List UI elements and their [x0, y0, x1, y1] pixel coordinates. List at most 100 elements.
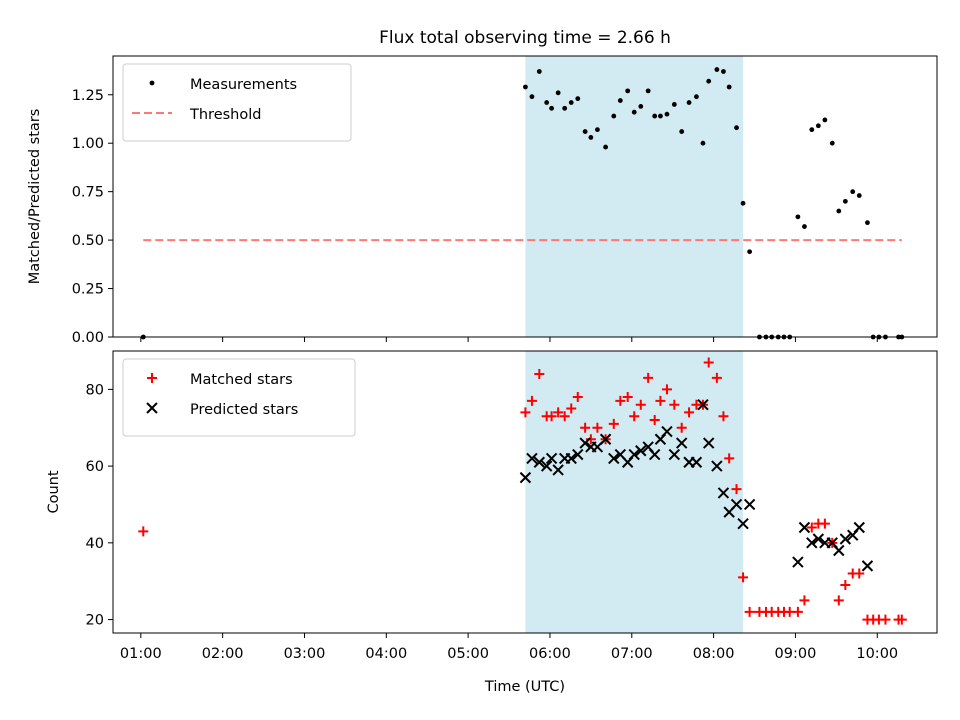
bottom-point	[799, 595, 810, 606]
top-point	[611, 113, 617, 119]
top-point	[625, 88, 631, 94]
top-axes-frame	[112, 55, 938, 338]
bottom-point	[545, 452, 558, 465]
bottom-point	[520, 407, 531, 418]
top-y-tick-label: 0.75	[72, 185, 104, 201]
bottom-point	[806, 537, 818, 549]
top-point	[588, 134, 594, 140]
bottom-point	[552, 464, 564, 476]
bottom-observing-span	[525, 351, 744, 633]
top-point	[850, 189, 856, 195]
x-tick-label: 08:00	[693, 646, 735, 662]
bottom-point	[690, 456, 703, 468]
bottom-point	[806, 522, 817, 533]
bottom-legend-box	[122, 358, 356, 437]
bottom-point	[553, 407, 564, 418]
bottom-point	[738, 572, 749, 583]
top-observing-span	[525, 56, 744, 337]
top-y-axis-label: Matched/Predicted stars	[27, 109, 43, 285]
top-point	[802, 224, 807, 229]
bottom-y-tick-label: 60	[86, 459, 104, 475]
bottom-point	[711, 460, 723, 472]
x-tick-label: 05:00	[447, 646, 489, 662]
bottom-y-axis-label: Count	[46, 470, 62, 513]
bottom-point	[655, 395, 666, 406]
bottom-point	[580, 422, 591, 433]
top-point	[740, 200, 746, 206]
top-point	[582, 129, 588, 134]
bottom-point	[724, 453, 735, 464]
top-point	[815, 123, 821, 129]
top-point	[549, 105, 554, 111]
top-y-tick-label: 1.00	[72, 136, 104, 152]
top-point	[523, 84, 528, 90]
top-y-tick-label: 0.25	[72, 282, 104, 298]
top-series-1	[140, 67, 905, 340]
top-legend-marker	[149, 80, 155, 86]
top-point	[595, 127, 600, 133]
bottom-point	[629, 411, 640, 422]
bottom-point	[608, 452, 620, 465]
bottom-series-1	[138, 357, 907, 625]
bottom-point	[533, 456, 546, 468]
top-point	[679, 129, 685, 134]
x-tick-label: 01:00	[120, 646, 162, 662]
top-point	[809, 127, 815, 133]
bottom-point	[861, 560, 874, 572]
bottom-point	[649, 415, 660, 426]
bottom-point	[546, 411, 557, 422]
bottom-point	[812, 533, 825, 545]
bottom-point	[592, 422, 603, 433]
x-tick-label: 07:00	[611, 646, 653, 662]
top-panel: 0.00 0.25 0.50 0.75 1.00 1.25 Matched/Predicte…	[27, 55, 938, 346]
top-point	[568, 100, 574, 105]
bottom-point	[566, 403, 577, 414]
chart-title: Flux total observing time = 2.66 h	[379, 28, 671, 48]
bottom-point	[572, 392, 583, 403]
bottom-point	[697, 399, 709, 411]
bottom-point	[643, 372, 654, 383]
bottom-point	[798, 521, 811, 534]
bottom-point	[702, 437, 715, 449]
top-legend: Measurements Threshold	[122, 63, 352, 142]
top-point	[856, 193, 862, 198]
bottom-point	[839, 533, 852, 545]
top-point	[631, 109, 637, 115]
top-point	[658, 113, 663, 119]
bottom-point	[711, 372, 722, 383]
bottom-point	[833, 544, 845, 557]
bottom-point	[572, 448, 584, 461]
top-point	[664, 111, 670, 117]
bottom-point	[585, 434, 596, 445]
bottom-point	[599, 433, 612, 445]
bottom-point	[668, 448, 681, 461]
top-point	[645, 88, 651, 94]
bottom-point	[731, 484, 742, 495]
top-point	[536, 69, 542, 74]
bottom-point	[559, 411, 570, 422]
top-point	[842, 198, 848, 204]
bottom-point	[854, 568, 865, 579]
bottom-legend-marker	[147, 373, 157, 383]
top-point	[671, 102, 677, 107]
bottom-point	[833, 595, 844, 606]
top-point	[747, 249, 753, 255]
bottom-point	[880, 614, 891, 625]
top-legend-label: Measurements	[190, 77, 297, 93]
bottom-point	[661, 384, 672, 395]
top-point	[562, 105, 568, 111]
top-point	[686, 100, 692, 105]
bottom-point	[675, 437, 688, 449]
bottom-point	[635, 399, 646, 410]
top-point	[865, 220, 870, 226]
top-point	[726, 84, 732, 90]
bottom-point	[138, 526, 149, 537]
top-point	[836, 208, 842, 214]
bottom-point	[743, 498, 756, 511]
bottom-point	[648, 448, 661, 461]
x-tick-label: 02:00	[202, 646, 244, 662]
x-tick-label: 09:00	[775, 646, 817, 662]
top-point	[603, 144, 608, 150]
x-tick-label: 06:00	[529, 646, 571, 662]
bottom-point	[684, 407, 695, 418]
